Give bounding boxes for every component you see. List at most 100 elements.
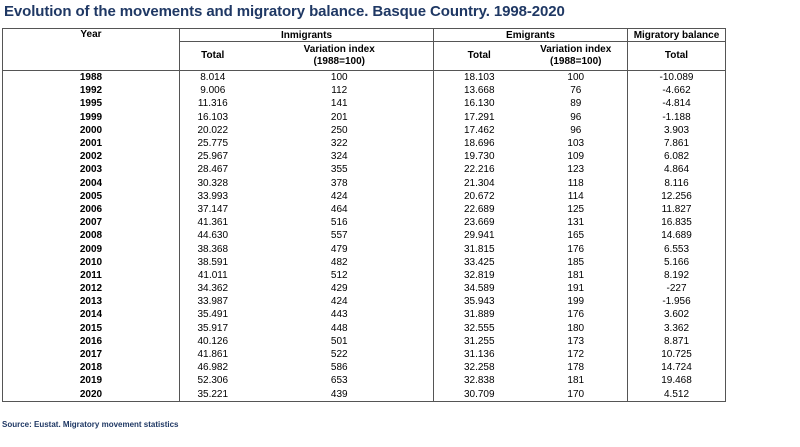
emigrants-total-cell: 31.889 [433, 308, 525, 322]
inmigrants-total-cell: 8.014 [179, 70, 246, 85]
inmigrants-total-cell: 38.591 [179, 255, 246, 269]
inmigrants-total-cell: 41.361 [179, 216, 246, 230]
year-cell: 2012 [2, 282, 180, 296]
year-cell: 1988 [2, 70, 180, 85]
emigrants-index-cell: 96 [570, 124, 582, 136]
inmigrants-index-cell: 501 [330, 335, 348, 347]
inmigrants-index-cell: 557 [330, 230, 348, 242]
inmigrants-index-cell: 482 [330, 256, 348, 268]
migratory-balance-cell: -1.956 [627, 295, 726, 309]
inmigrants-index-cell: 439 [245, 387, 434, 402]
inmigrants-index-cell: 443 [330, 309, 348, 321]
emigrants-index-cell: 100 [567, 72, 585, 84]
emigrants-index-cell: 125 [567, 203, 585, 215]
table-row: 2014 35.491 443 31.889 176 3.602 [2, 308, 726, 322]
year-cell: 2019 [2, 374, 180, 388]
table-row: 2011 41.011 512 32.819 181 8.192 [2, 268, 726, 282]
variation-index-label: Variation index [540, 44, 612, 55]
table-row: 2010 38.591 482 33.425 185 5.166 [2, 255, 726, 269]
migratory-balance-cell: -4.814 [627, 97, 726, 111]
emigrants-total-cell: 20.672 [433, 189, 525, 203]
inmigrants-index-cell: 522 [330, 349, 348, 361]
emigrants-index-cell: 178 [567, 362, 585, 374]
migratory-balance-cell: -1.188 [627, 110, 726, 124]
inmigrants-total-cell: 52.306 [179, 374, 246, 388]
emigrants-total-cell: 17.462 [433, 123, 525, 137]
inmigrants-index-cell: 324 [330, 151, 348, 163]
emigrants-index-cell: 118 [567, 177, 584, 189]
inmigrants-index-cell: 516 [330, 217, 348, 229]
emigrants-index-cell: 109 [567, 151, 585, 163]
year-cell: 2007 [2, 216, 180, 230]
emigrants-total-cell: 18.696 [433, 136, 525, 151]
inmigrants-index-cell: 448 [330, 322, 348, 334]
inmigrants-total-cell: 9.006 [179, 84, 246, 98]
emigrants-index-cell: 181 [567, 269, 585, 281]
inmigrants-index-cell: 586 [330, 362, 348, 374]
year-cell: 2006 [2, 202, 180, 217]
year-cell: 2014 [2, 308, 180, 322]
migratory-balance-cell: 6.082 [627, 150, 726, 164]
variation-index-base: (1988=100) [313, 56, 365, 67]
year-cell: 2010 [2, 255, 180, 269]
inmigrants-index-cell: 429 [330, 283, 348, 295]
table-row: 2012 34.362 429 34.589 191 -227 [2, 282, 726, 296]
year-cell: 2009 [2, 242, 180, 256]
header-migratory-balance: Migratory balance [627, 28, 726, 42]
table-row: 2016 40.126 501 31.255 173 8.871 [2, 334, 726, 348]
emigrants-total-cell: 31.815 [433, 242, 525, 256]
emigrants-total-cell: 16.130 [433, 97, 525, 111]
migratory-balance-cell: 14.689 [627, 229, 726, 243]
emigrants-total-cell: 29.941 [433, 229, 525, 243]
inmigrants-index-cell: 512 [330, 269, 348, 281]
emigrants-total-cell: 34.589 [433, 282, 525, 296]
emigrants-total-cell: 32.555 [433, 321, 525, 335]
emigrants-index-cell: 89 [570, 98, 582, 110]
year-cell: 2005 [2, 189, 180, 203]
year-cell: 1995 [2, 97, 180, 111]
emigrants-total-cell: 32.838 [433, 374, 525, 388]
migratory-balance-cell: -227 [627, 282, 726, 296]
emigrants-total-cell: 31.255 [433, 334, 525, 348]
inmigrants-total-cell: 35.221 [179, 387, 246, 402]
emigrants-total-cell: 31.136 [433, 347, 525, 362]
table-row: 2005 33.993 424 20.672 114 12.256 [2, 189, 726, 203]
migratory-balance-cell: 16.835 [627, 216, 726, 230]
emigrants-index-cell: 199 [567, 296, 585, 308]
migratory-balance-cell: -10.089 [627, 70, 726, 85]
emigrants-total-cell: 32.819 [433, 268, 525, 282]
inmigrants-total-cell: 34.362 [179, 282, 246, 296]
inmigrants-total-cell: 16.103 [179, 110, 246, 124]
header-inmigrants-variation-index: Variation index (1988=100) [245, 41, 434, 71]
inmigrants-total-cell: 38.368 [179, 242, 246, 256]
emigrants-total-cell: 30.709 [433, 387, 525, 402]
emigrants-index-cell: 185 [567, 256, 585, 268]
emigrants-index-cell: 170 [524, 387, 628, 402]
inmigrants-total-cell: 37.147 [179, 202, 246, 217]
emigrants-index-cell: 114 [567, 190, 584, 202]
header-emigrants-total: Total [433, 41, 525, 71]
inmigrants-total-cell: 41.011 [179, 268, 246, 282]
migratory-balance-cell: 12.256 [627, 189, 726, 203]
emigrants-total-cell: 33.425 [433, 255, 525, 269]
inmigrants-total-cell: 35.491 [179, 308, 246, 322]
table-row: 2017 41.861 522 31.136 172 10.725 [2, 347, 726, 362]
inmigrants-index-cell: 653 [330, 375, 348, 387]
inmigrants-total-cell: 41.861 [179, 347, 246, 362]
inmigrants-index-cell: 479 [330, 243, 348, 255]
migratory-balance-cell: 11.827 [627, 202, 726, 217]
variation-index-base: (1988=100) [550, 56, 602, 67]
emigrants-index-cell: 165 [567, 230, 585, 242]
emigrants-index-cell: 173 [567, 335, 585, 347]
emigrants-total-cell: 32.258 [433, 361, 525, 375]
year-cell: 1992 [2, 84, 180, 98]
inmigrants-index-cell: 355 [330, 164, 348, 176]
migratory-balance-cell: 4.864 [627, 163, 726, 177]
emigrants-total-cell: 35.943 [433, 295, 525, 309]
header-inmigrants: Inmigrants [179, 28, 434, 42]
year-cell: 2020 [2, 387, 180, 402]
emigrants-index-cell: 131 [567, 217, 585, 229]
emigrants-index-cell: 191 [567, 283, 585, 295]
inmigrants-index-cell: 424 [330, 296, 348, 308]
table-title: Evolution of the movements and migratory… [4, 3, 565, 20]
